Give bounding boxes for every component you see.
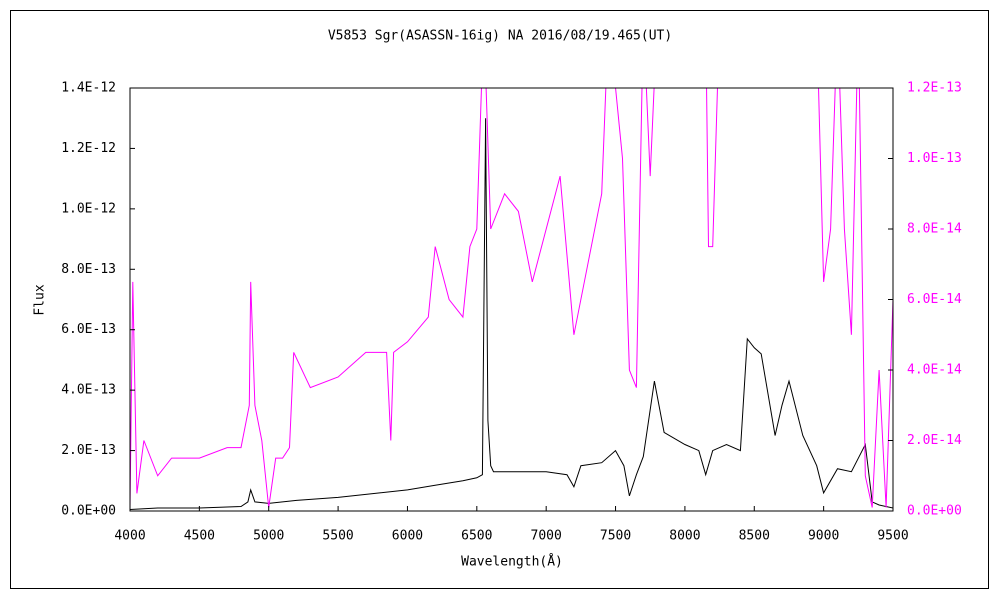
y2-tick-label: 0.0E+00 xyxy=(907,504,962,519)
x-axis-label: Wavelength(Å) xyxy=(461,554,563,570)
y-tick-label: 8.0E-13 xyxy=(61,262,116,277)
x-tick-label: 4000 xyxy=(114,529,145,544)
x-tick-label: 9500 xyxy=(877,529,908,544)
y2-tick-label: 1.0E-13 xyxy=(907,151,962,166)
y2-tick-label: 1.2E-13 xyxy=(907,81,962,96)
y-tick-label: 2.0E-13 xyxy=(61,443,116,458)
y-tick-label: 4.0E-13 xyxy=(61,383,116,398)
x-tick-label: 7000 xyxy=(531,529,562,544)
x-tick-label: 9000 xyxy=(808,529,839,544)
x-tick-label: 6000 xyxy=(392,529,423,544)
y2-tick-label: 6.0E-14 xyxy=(907,292,962,307)
y-tick-label: 0.0E+00 xyxy=(61,504,116,519)
spectrum-line xyxy=(130,118,893,510)
x-tick-label: 7500 xyxy=(600,529,631,544)
y2-tick-label: 2.0E-14 xyxy=(907,433,962,448)
y-tick-label: 1.4E-12 xyxy=(61,81,116,96)
y-tick-label: 1.2E-12 xyxy=(61,141,116,156)
x-tick-label: 5500 xyxy=(322,529,353,544)
spectrum-line xyxy=(130,88,893,508)
plot-border xyxy=(129,87,894,512)
frame xyxy=(10,10,989,589)
x-tick-label: 4500 xyxy=(184,529,215,544)
y-tick-label: 1.0E-12 xyxy=(61,201,116,216)
y-tick-label: 6.0E-13 xyxy=(61,322,116,337)
x-tick-label: 6500 xyxy=(461,529,492,544)
y2-tick-label: 4.0E-14 xyxy=(907,363,962,378)
x-tick-label: 8500 xyxy=(739,529,770,544)
x-tick-label: 5000 xyxy=(253,529,284,544)
x-tick-label: 8000 xyxy=(669,529,700,544)
chart-title: V5853 Sgr(ASASSN-16ig) NA 2016/08/19.465… xyxy=(328,29,672,44)
y-axis-label: Flux xyxy=(33,284,48,315)
y2-tick-label: 8.0E-14 xyxy=(907,222,962,237)
